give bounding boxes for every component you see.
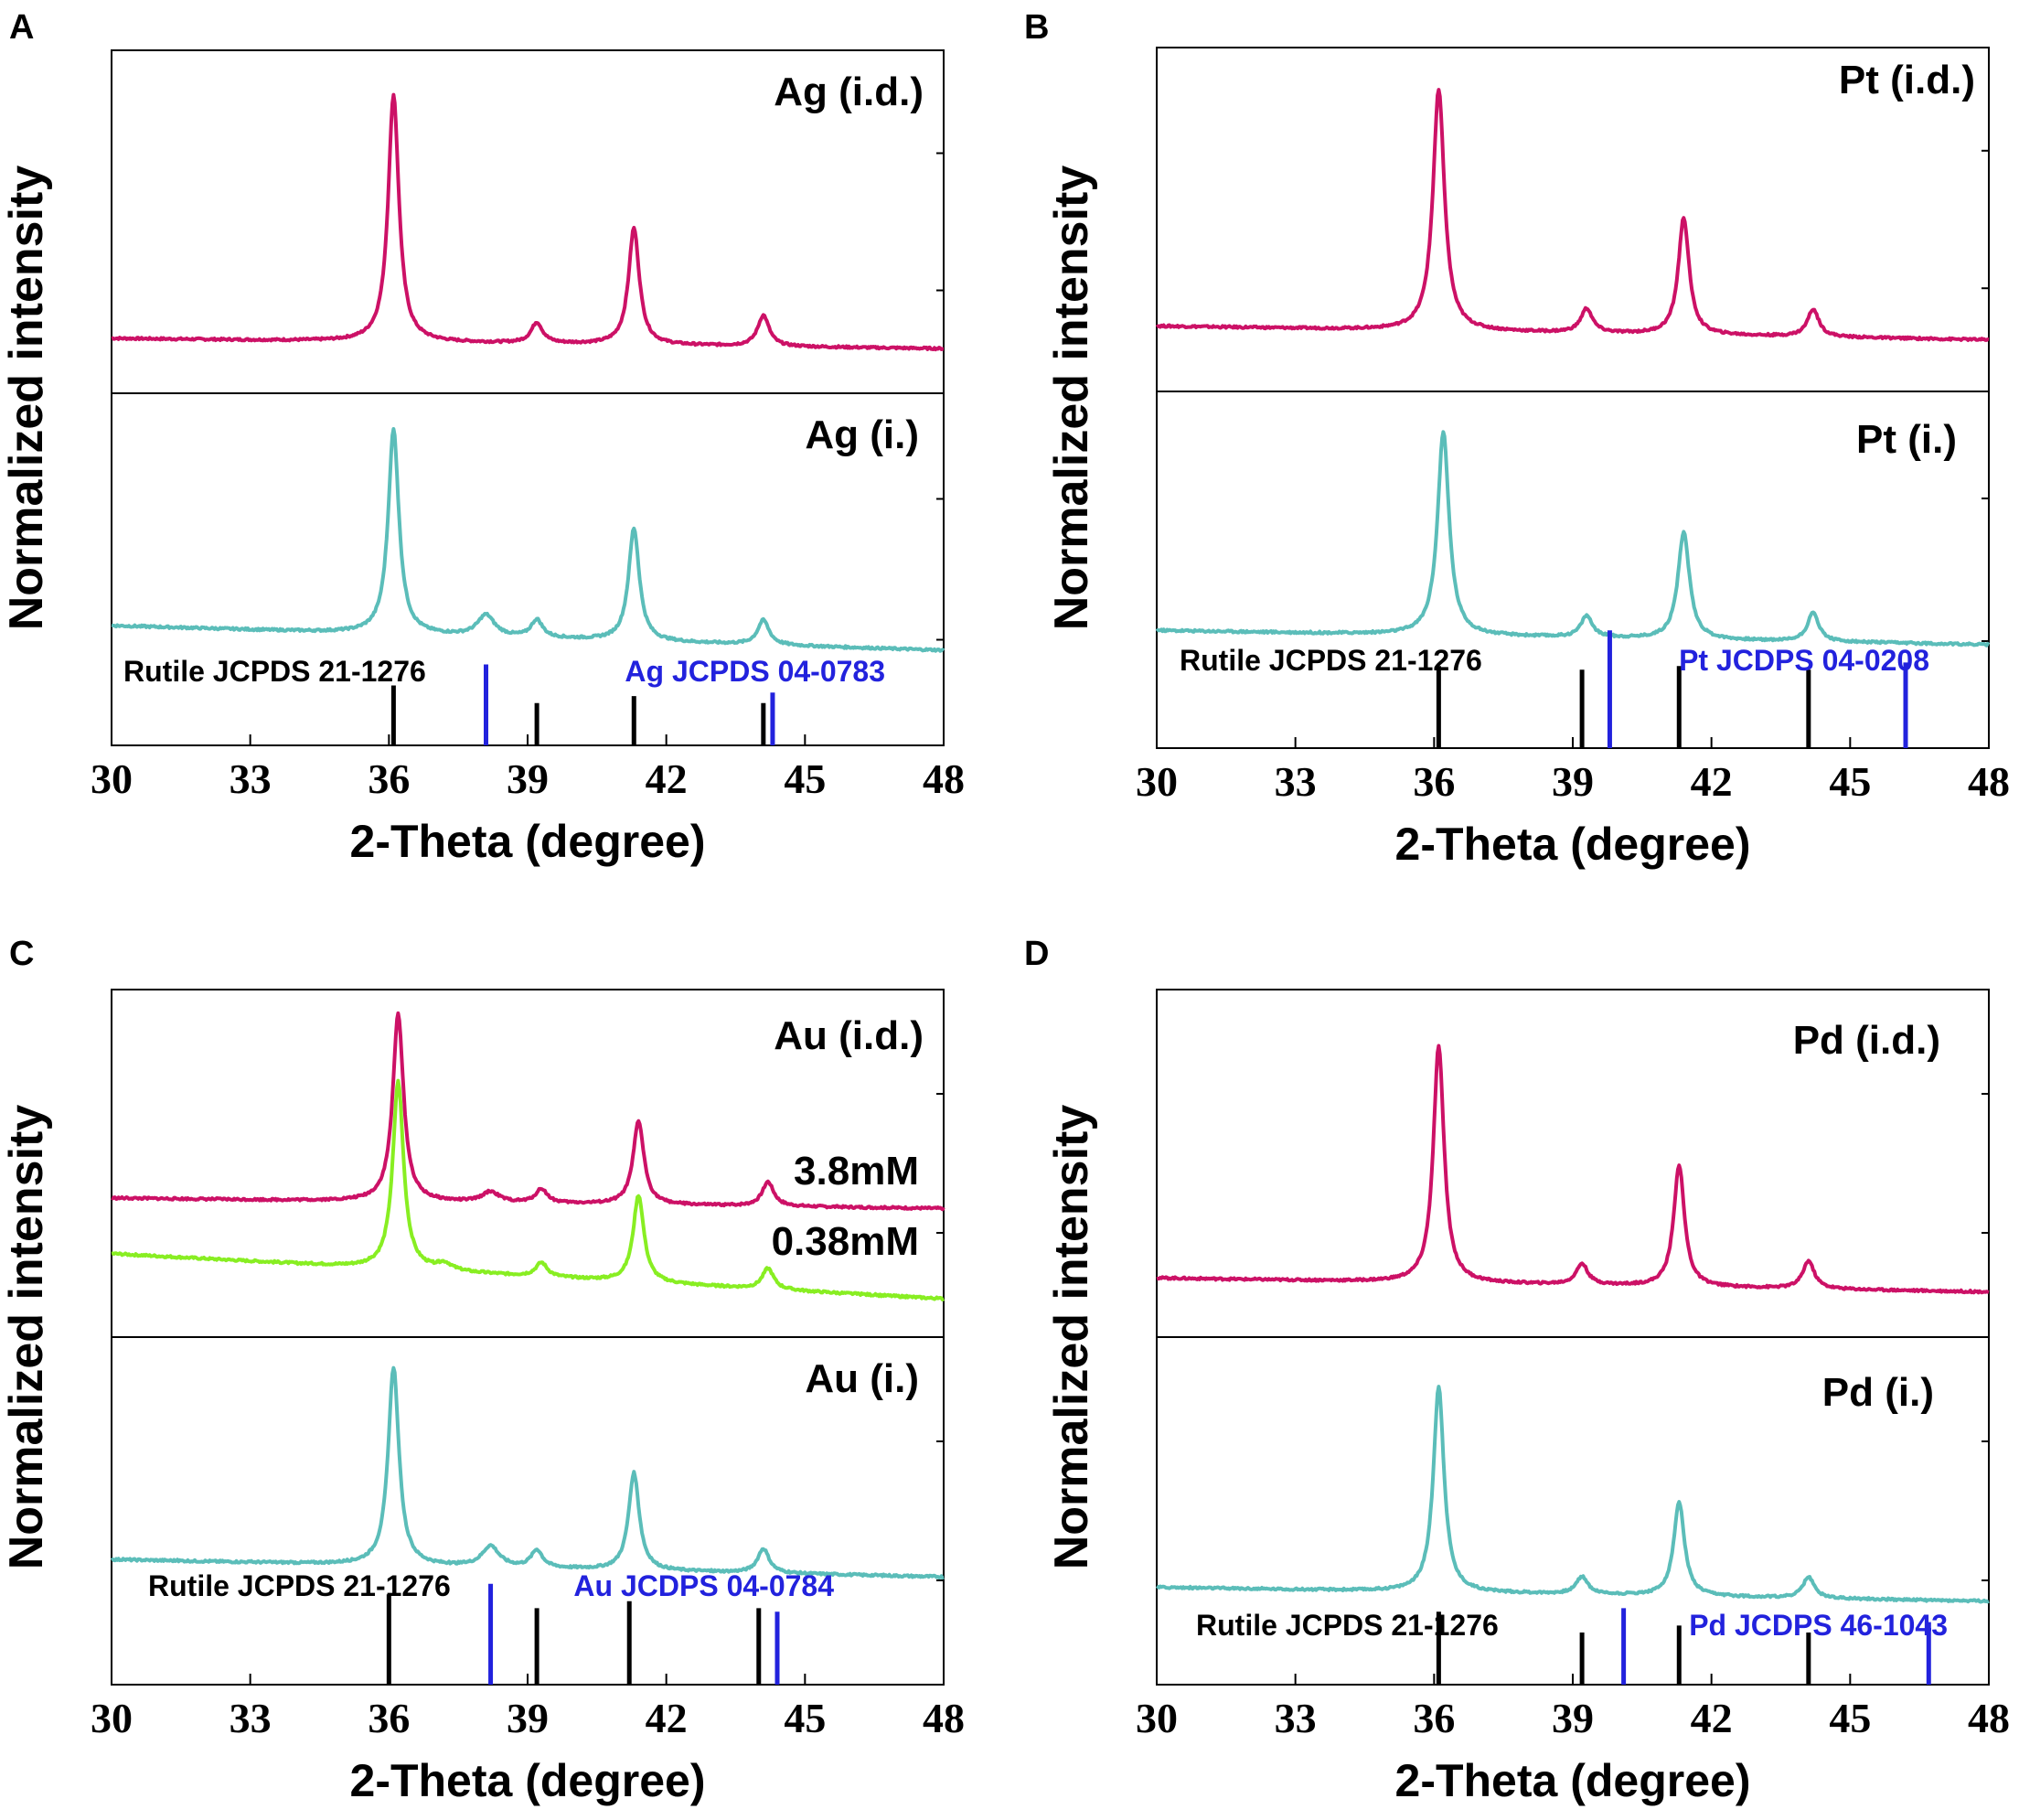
panel-a: A 30 33 36 39 42 45 48 2-Theta (degree) Normalize… — [0, 8, 965, 867]
y-axis-label: Normalized intensity — [0, 1105, 53, 1570]
concentration-label: 3.8mM — [794, 1149, 919, 1194]
bottom-subplot-label: Pt (i.) — [1856, 417, 1957, 462]
top-subplot-label: Au (i.d.) — [774, 1013, 924, 1058]
x-tick-label: 39 — [507, 1695, 549, 1741]
top-subplot-label: Ag (i.d.) — [774, 70, 924, 114]
series-line — [1156, 1044, 1990, 1295]
panel-a-frame — [111, 49, 945, 746]
rutile-reference-label: Rutile JCPDS 21-1276 — [1180, 644, 1482, 677]
x-tick-label: 39 — [1552, 758, 1594, 805]
x-tick-label: 45 — [1829, 758, 1871, 805]
metal-reference-label: Pd JCDPS 46-1043 — [1689, 1609, 1948, 1642]
x-tick-label: 30 — [91, 755, 133, 802]
series-line — [111, 427, 945, 653]
x-tick-label: 33 — [1275, 758, 1317, 805]
x-tick-label: 48 — [923, 755, 965, 802]
series-line — [1155, 88, 1990, 342]
panel-d-label: D — [1024, 935, 1049, 973]
x-tick-label: 42 — [646, 1695, 688, 1741]
panel-c-label: C — [9, 935, 34, 973]
x-tick-label: 45 — [1829, 1695, 1871, 1741]
bottom-subplot-label: Ag (i.) — [805, 412, 919, 457]
x-tick-label: 42 — [1691, 1695, 1733, 1741]
top-subplot-label: Pt (i.d.) — [1839, 58, 1975, 102]
metal-reference-label: Au JCDPS 04-0784 — [573, 1569, 834, 1602]
x-tick-label: 48 — [1968, 758, 2010, 805]
x-tick-label: 33 — [230, 755, 272, 802]
metal-reference-label: Pt JCDPS 04-0208 — [1679, 644, 1929, 677]
y-axis-label: Normalized intensity — [1045, 1105, 1098, 1570]
panel-d: D 30 33 36 39 42 45 48 2-Theta (degree) Normalize… — [1024, 935, 2010, 1806]
series-line — [1155, 430, 1991, 648]
metal-reference-label: Ag JCPDS 04-0783 — [625, 655, 885, 688]
rutile-reference-label: Rutile JCPDS 21-1276 — [1196, 1609, 1499, 1642]
y-axis-label: Normalized intensity — [0, 166, 53, 631]
x-tick-label: 33 — [230, 1695, 272, 1741]
panel-c: C 30 33 36 39 42 45 48 2-Theta (degree) Normalize… — [0, 935, 965, 1806]
x-tick-label: 36 — [368, 1695, 410, 1741]
x-tick-label: 36 — [368, 755, 410, 802]
bottom-subplot-label: Au (i.) — [805, 1356, 919, 1401]
panel-b: B 30 33 36 39 42 45 48 2-Theta (degree) Normalize… — [1024, 8, 2010, 870]
series-line — [111, 1011, 945, 1212]
series-line — [110, 1365, 945, 1580]
x-tick-label: 39 — [1552, 1695, 1594, 1741]
panel-a-label: A — [9, 8, 34, 47]
top-subplot-label: Pd (i.d.) — [1793, 1018, 1940, 1063]
y-axis-label: Normalized intensity — [1045, 166, 1098, 631]
bottom-subplot-label: Pd (i.) — [1822, 1370, 1934, 1415]
rutile-reference-label: Rutile JCPDS 21-1276 — [148, 1569, 451, 1602]
x-tick-label: 39 — [507, 755, 549, 802]
x-tick-label: 42 — [1691, 758, 1733, 805]
x-axis-label: 2-Theta (degree) — [1395, 819, 1751, 870]
x-tick-label: 33 — [1275, 1695, 1317, 1741]
x-axis-label: 2-Theta (degree) — [350, 816, 706, 867]
rutile-reference-label: Rutile JCPDS 21-1276 — [123, 655, 426, 688]
x-tick-label: 30 — [1136, 758, 1178, 805]
x-axis-label: 2-Theta (degree) — [1395, 1755, 1751, 1806]
x-tick-label: 45 — [784, 1695, 826, 1741]
panel-b-label: B — [1024, 8, 1049, 47]
x-tick-label: 42 — [646, 755, 688, 802]
x-tick-label: 36 — [1413, 1695, 1455, 1741]
x-axis-label: 2-Theta (degree) — [350, 1755, 706, 1806]
concentration-label: 0.38mM — [772, 1219, 919, 1264]
series-line — [111, 92, 945, 352]
x-tick-label: 48 — [1968, 1695, 2010, 1741]
x-tick-label: 45 — [784, 755, 826, 802]
x-tick-label: 48 — [923, 1695, 965, 1741]
x-tick-label: 30 — [91, 1695, 133, 1741]
series-line — [1155, 1385, 1990, 1604]
series-line — [111, 1078, 945, 1301]
x-tick-label: 36 — [1413, 758, 1455, 805]
x-tick-label: 30 — [1136, 1695, 1178, 1741]
